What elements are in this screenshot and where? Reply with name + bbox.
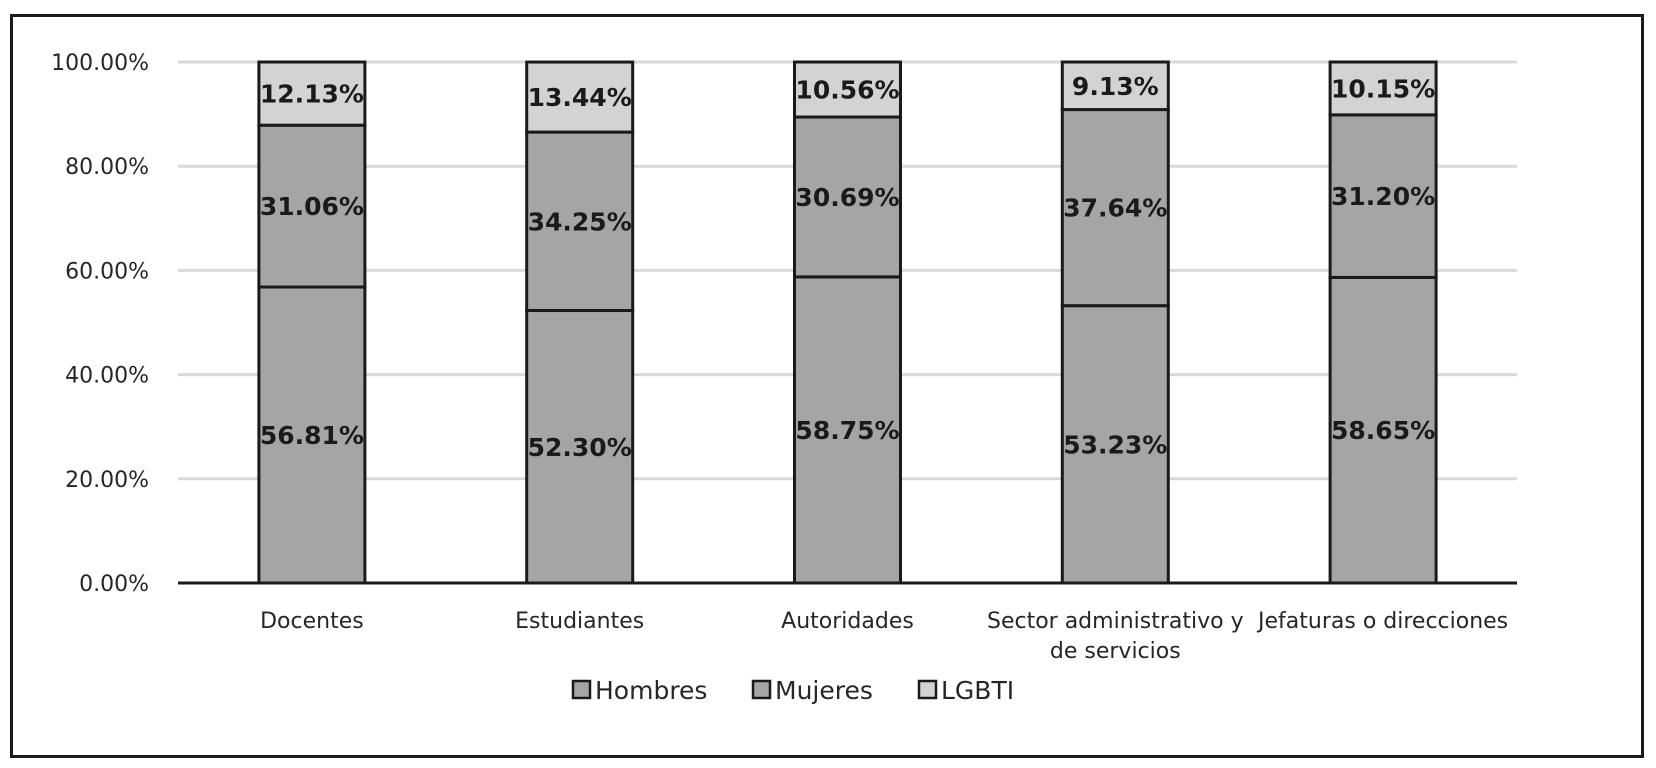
data-label: 10.56% bbox=[795, 76, 899, 105]
data-label: 12.13% bbox=[260, 80, 364, 109]
bar-segment-hombres bbox=[793, 275, 902, 585]
data-label: 13.44% bbox=[528, 83, 632, 112]
x-axis-category-labels: Docentes Estudiantes Autoridades Sector adm… bbox=[260, 609, 1508, 664]
legend: Hombres Mujeres LGBTI bbox=[571, 676, 1014, 705]
y-tick-label: 100.00% bbox=[51, 51, 149, 76]
data-label: 30.69% bbox=[795, 183, 899, 212]
legend-swatch-lgbti bbox=[917, 679, 938, 700]
legend-swatch-mujeres bbox=[751, 679, 772, 700]
bar-segment-lgbti bbox=[525, 60, 635, 134]
y-tick-label: 60.00% bbox=[65, 259, 149, 284]
data-label: 10.15% bbox=[1331, 74, 1435, 103]
bar-segment-mujeres bbox=[793, 115, 902, 279]
bar-segment-hombres bbox=[1328, 275, 1438, 585]
x-category-label: Jefaturas o direcciones bbox=[1256, 609, 1508, 634]
x-category-label: Docentes bbox=[260, 609, 364, 634]
legend-label-lgbti: LGBTI bbox=[941, 676, 1014, 705]
data-label: 58.75% bbox=[795, 416, 899, 445]
bar-segment-lgbti bbox=[1328, 60, 1438, 117]
y-tick-label: 80.00% bbox=[65, 155, 149, 180]
data-label: 31.20% bbox=[1331, 182, 1435, 211]
bar-segment-hombres bbox=[257, 285, 367, 585]
data-label: 9.13% bbox=[1072, 72, 1159, 101]
data-label: 37.64% bbox=[1063, 194, 1167, 223]
stacked-bar-chart: 0.00% 20.00% 40.00% 60.00% 80.00% 100.00% 56.… bbox=[51, 51, 1517, 705]
data-label: 56.81% bbox=[260, 421, 364, 450]
bar-segment-hombres bbox=[1060, 304, 1170, 585]
bar-segment-mujeres bbox=[1328, 113, 1438, 279]
y-tick-label: 40.00% bbox=[65, 364, 149, 389]
bar-segment-lgbti bbox=[793, 60, 902, 119]
data-label: 58.65% bbox=[1331, 416, 1435, 445]
data-label: 52.30% bbox=[528, 433, 632, 462]
bar-segment-mujeres bbox=[257, 123, 367, 289]
legend-label-hombres: Hombres bbox=[595, 676, 707, 705]
bar-segment-lgbti bbox=[1060, 60, 1170, 112]
legend-label-mujeres: Mujeres bbox=[775, 676, 873, 705]
legend-swatch-hombres bbox=[571, 679, 592, 700]
x-category-label: Estudiantes bbox=[515, 609, 644, 634]
y-tick-label: 0.00% bbox=[79, 572, 149, 597]
bars: 56.81% 31.06% 12.13% 52.30% 34.25% 13.44% 58.7… bbox=[257, 60, 1438, 585]
y-tick-label: 20.00% bbox=[65, 468, 149, 493]
bar-segment-lgbti bbox=[257, 60, 367, 127]
x-category-label: Autoridades bbox=[781, 609, 914, 634]
x-category-label: de servicios bbox=[1050, 639, 1181, 664]
data-label: 31.06% bbox=[260, 192, 364, 221]
data-label: 53.23% bbox=[1063, 430, 1167, 459]
y-axis-tick-labels: 0.00% 20.00% 40.00% 60.00% 80.00% 100.00% bbox=[51, 51, 149, 597]
x-category-label: Sector administrativo y bbox=[987, 609, 1244, 634]
data-label: 34.25% bbox=[528, 207, 632, 236]
chart-frame: 0.00% 20.00% 40.00% 60.00% 80.00% 100.00% 56.… bbox=[10, 14, 1644, 758]
